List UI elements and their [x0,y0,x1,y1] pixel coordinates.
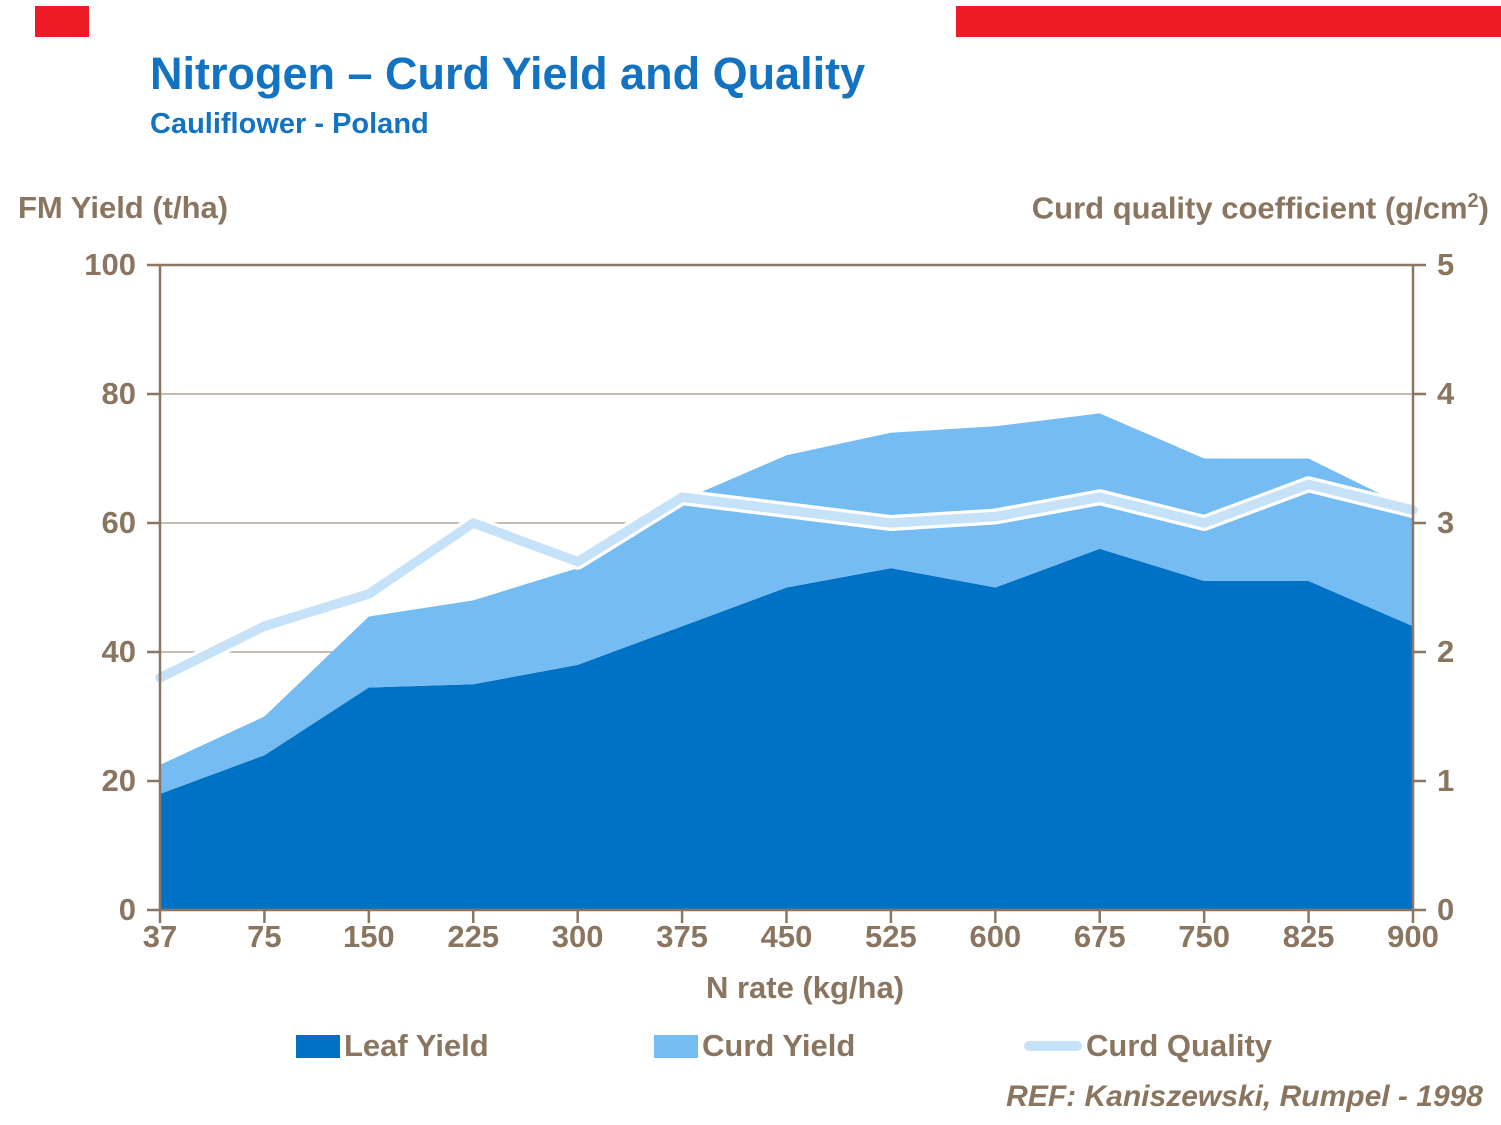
y-axis-left-tick-label: 80 [101,376,136,411]
chart-legend: Leaf Yield Curd Yield Curd Quality [0,1024,1501,1068]
x-axis-tick-label: 525 [865,919,917,954]
x-axis-tick-label: 375 [656,919,708,954]
y-axis-right-tick-label: 4 [1437,376,1455,411]
curd-quality-line [155,479,1418,683]
x-axis-tick-label: 225 [447,919,500,954]
x-axis-tick-label: 150 [342,919,395,954]
y-axis-left-tick-label: 0 [118,892,136,927]
x-axis-tick-label: 37 [142,919,178,954]
x-axis-tick-label: 300 [551,919,604,954]
y-axis-right-tick-label: 5 [1437,247,1455,282]
right-axis-title: Curd quality coefficient (g/cm2) [1032,190,1489,226]
x-axis-tick-label: 75 [247,919,282,954]
y-axis-left-tick-label: 40 [101,634,136,669]
header-accent-bar [956,6,1501,37]
y-axis-left-tick-label: 100 [84,247,136,282]
y-axis-right-tick-label: 1 [1437,763,1455,798]
x-axis-tick-label: 750 [1178,919,1231,954]
legend-square-swatch [654,1034,698,1058]
right-axis-title-text: Curd quality coefficient (g/cm [1031,190,1468,226]
leaf-yield-area [160,548,1413,910]
legend-square-swatch [296,1034,340,1058]
x-axis-tick-label: 675 [1073,919,1126,954]
legend-item-curd-yield: Curd Yield [654,1024,855,1068]
x-axis-tick-label: 600 [969,919,1022,954]
y-axis-right-tick-label: 0 [1437,892,1455,927]
legend-label: Leaf Yield [344,1028,489,1063]
y-axis-left-tick-label: 20 [101,763,136,798]
legend-line-swatch [1024,1041,1082,1051]
curd-yield-area [160,413,1413,794]
y-axis-left-tick-label: 60 [101,505,136,540]
reference-citation: REF: Kaniszewski, Rumpel - 1998 [1006,1080,1483,1113]
x-axis-title: N rate (kg/ha) [705,970,905,1005]
legend-item-curd-quality: Curd Quality [1024,1024,1272,1068]
right-axis-title-superscript: 2 [1467,190,1479,212]
legend-label: Curd Yield [702,1028,856,1063]
legend-label: Curd Quality [1086,1028,1273,1063]
header-accent-square [35,6,89,37]
x-axis-tick-label: 825 [1282,919,1335,954]
x-axis-tick-label: 900 [1387,919,1439,954]
page-title: Nitrogen – Curd Yield and Quality [150,48,866,99]
y-axis-right-tick-label: 3 [1437,505,1455,540]
legend-item-leaf-yield: Leaf Yield [296,1024,489,1068]
right-axis-title-suffix: ) [1478,190,1489,226]
x-axis-tick-label: 450 [760,919,813,954]
left-axis-title: FM Yield (t/ha) [18,190,229,225]
y-axis-right-tick-label: 2 [1437,634,1455,669]
page-subtitle: Cauliflower - Poland [150,108,429,140]
